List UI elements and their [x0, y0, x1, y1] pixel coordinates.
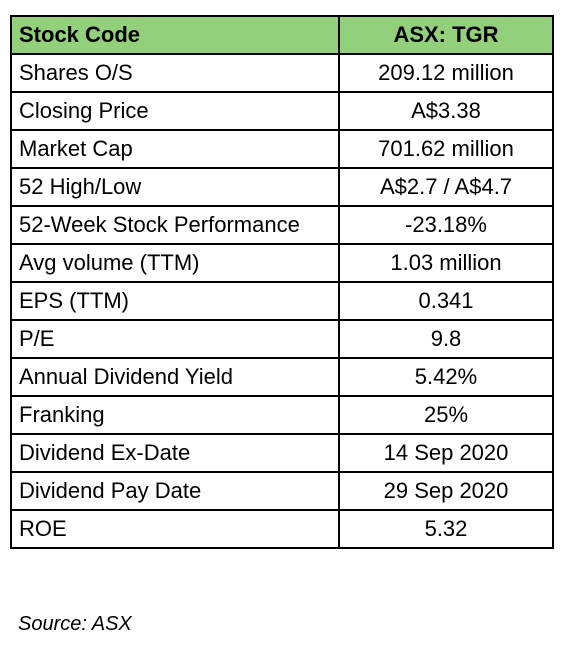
table-row: ROE 5.32: [10, 509, 554, 549]
row-label: Market Cap: [10, 129, 340, 169]
row-label: Closing Price: [10, 91, 340, 131]
row-label: Annual Dividend Yield: [10, 357, 340, 397]
row-value: 0.341: [338, 281, 554, 321]
row-value: 14 Sep 2020: [338, 433, 554, 473]
table-row: 52 High/Low A$2.7 / A$4.7: [10, 167, 554, 207]
row-value: 1.03 million: [338, 243, 554, 283]
row-label: Shares O/S: [10, 53, 340, 93]
header-label: Stock Code: [10, 15, 340, 55]
row-value: 25%: [338, 395, 554, 435]
row-label: Dividend Pay Date: [10, 471, 340, 511]
source-note: Source: ASX: [18, 613, 132, 635]
table-row: Closing Price A$3.38: [10, 91, 554, 131]
row-value: A$3.38: [338, 91, 554, 131]
table-row: Dividend Pay Date 29 Sep 2020: [10, 471, 554, 511]
row-value: 209.12 million: [338, 53, 554, 93]
table-row: P/E 9.8: [10, 319, 554, 359]
table-row: 52-Week Stock Performance -23.18%: [10, 205, 554, 245]
row-label: Dividend Ex-Date: [10, 433, 340, 473]
stock-info-table: Stock Code ASX: TGR Shares O/S 209.12 mi…: [10, 15, 554, 549]
table-row: Annual Dividend Yield 5.42%: [10, 357, 554, 397]
table-row: Franking 25%: [10, 395, 554, 435]
row-label: P/E: [10, 319, 340, 359]
row-label: Franking: [10, 395, 340, 435]
table-row: Dividend Ex-Date 14 Sep 2020: [10, 433, 554, 473]
row-label: 52 High/Low: [10, 167, 340, 207]
row-label: ROE: [10, 509, 340, 549]
row-value: 5.42%: [338, 357, 554, 397]
row-value: 5.32: [338, 509, 554, 549]
table-row: Market Cap 701.62 million: [10, 129, 554, 169]
row-label: 52-Week Stock Performance: [10, 205, 340, 245]
table-row: Shares O/S 209.12 million: [10, 53, 554, 93]
row-value: 29 Sep 2020: [338, 471, 554, 511]
row-label: Avg volume (TTM): [10, 243, 340, 283]
row-value: -23.18%: [338, 205, 554, 245]
row-label: EPS (TTM): [10, 281, 340, 321]
row-value: A$2.7 / A$4.7: [338, 167, 554, 207]
table-row: EPS (TTM) 0.341: [10, 281, 554, 321]
header-value: ASX: TGR: [338, 15, 554, 55]
table-row: Avg volume (TTM) 1.03 million: [10, 243, 554, 283]
table-header-row: Stock Code ASX: TGR: [10, 15, 554, 55]
row-value: 9.8: [338, 319, 554, 359]
row-value: 701.62 million: [338, 129, 554, 169]
